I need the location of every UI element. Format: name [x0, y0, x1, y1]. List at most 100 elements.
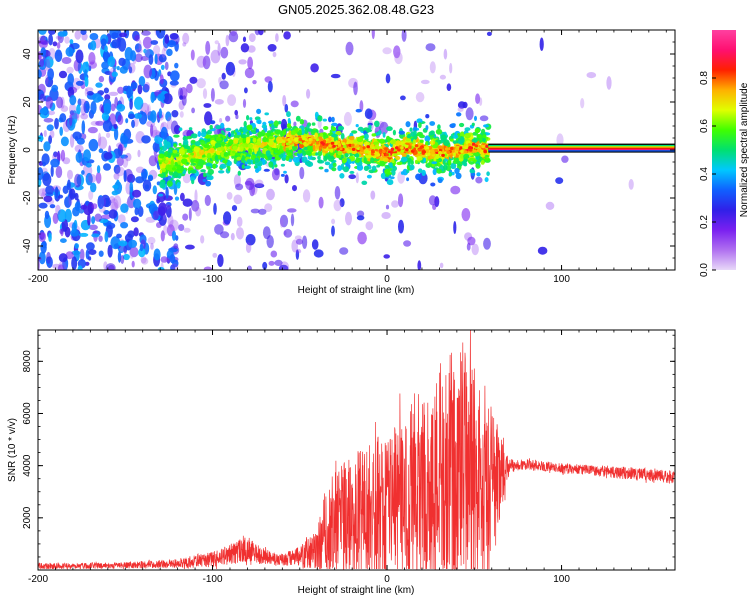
spectrogram-noise-blob — [134, 207, 139, 216]
spectrogram-noise-blob — [153, 210, 159, 220]
spectrogram-signal-blob — [473, 151, 480, 157]
spectrogram-noise-blob — [228, 31, 239, 43]
spectrogram-noise-blob — [56, 42, 61, 49]
spectrogram-noise-blob — [85, 87, 94, 92]
spectrogram-noise-blob — [97, 196, 107, 208]
spectrogram-noise-blob — [331, 218, 336, 225]
spectrogram-signal-blob — [482, 134, 487, 139]
spectrogram-noise-blob — [275, 33, 279, 43]
spectrogram-signal-blob — [246, 159, 252, 163]
spectrogram-noise-blob — [116, 66, 120, 71]
spectrogram-noise-blob — [118, 57, 126, 67]
spectrogram-xlabel: Height of straight line (km) — [298, 285, 415, 296]
spectrogram-noise-blob — [173, 124, 181, 135]
spectrogram-noise-blob — [81, 120, 86, 135]
spectrogram-signal-blob — [279, 145, 283, 152]
spectrogram-noise-blob — [359, 100, 364, 112]
spectrogram-noise-blob — [381, 212, 391, 219]
spectrogram-signal-blob — [418, 122, 422, 129]
spectrogram-signal-blob — [315, 152, 319, 156]
spectrogram-signal-blob — [311, 122, 316, 126]
spectrogram-core-blob — [362, 146, 366, 150]
spectrogram-core-blob — [298, 137, 303, 142]
spectrogram-noise-blob — [173, 243, 179, 250]
spectrogram-noise-blob — [54, 117, 59, 130]
spectrogram-noise-blob — [142, 179, 152, 192]
spectrogram-signal-blob — [172, 171, 179, 178]
spectrogram-signal-blob — [317, 115, 323, 122]
spectrogram-signal-blob — [239, 146, 244, 152]
spectrogram-signal-blob — [223, 138, 227, 143]
spectrogram-noise-blob — [147, 236, 156, 245]
spectrogram-noise-blob — [169, 219, 179, 232]
spectrogram-signal-blob — [218, 170, 225, 174]
spectrogram-noise-blob — [116, 103, 126, 112]
spectrogram-signal-blob — [348, 136, 355, 141]
spectrogram-signal-blob — [389, 176, 395, 180]
spectrogram-core-blob — [469, 148, 473, 152]
spectrogram-signal-blob — [252, 137, 257, 143]
spectrogram-noise-blob — [118, 38, 127, 52]
spectrogram-signal-blob — [243, 120, 247, 128]
spectrogram-core-blob — [368, 147, 372, 151]
spectrogram-signal-blob — [419, 139, 424, 143]
spectrogram-noise-blob — [62, 185, 69, 194]
spectrogram-signal-blob — [282, 129, 287, 136]
spectrogram-noise-blob — [165, 186, 169, 199]
spectrogram-signal-blob — [235, 128, 239, 133]
spectrogram-signal-blob — [380, 172, 387, 179]
spectrogram-signal-blob — [322, 118, 327, 122]
spectrogram-noise-blob — [125, 118, 129, 124]
spectrogram-signal-blob — [297, 149, 303, 154]
spectrogram-signal-blob — [317, 136, 323, 143]
spectrogram-noise-blob — [292, 185, 297, 192]
spectrogram-noise-blob — [107, 244, 113, 258]
spectrogram-signal-blob — [452, 140, 458, 145]
spectrogram-signal-blob — [456, 112, 462, 117]
spectrogram-signal-blob — [372, 141, 379, 146]
spectrogram-noise-blob — [79, 208, 84, 214]
spectrogram-noise-blob — [457, 107, 464, 112]
spectrogram-noise-blob — [117, 251, 122, 263]
spectrogram-signal-blob — [246, 136, 251, 144]
spectrogram-signal-blob — [171, 167, 176, 171]
spectrogram-signal-blob — [453, 134, 459, 139]
spectrogram-signal-blob — [257, 163, 263, 167]
spectrogram-noise-blob — [74, 201, 81, 212]
spectrogram-core-blob — [464, 146, 469, 150]
spectrogram-signal-blob — [248, 147, 252, 155]
spectrogram-signal-blob — [211, 134, 219, 138]
spectrogram-noise-blob — [186, 83, 193, 94]
spectrogram-noise-blob — [96, 165, 101, 174]
spectrogram-signal-blob — [170, 159, 175, 167]
spectrogram-noise-blob — [48, 48, 56, 60]
spectrogram-noise-blob — [299, 166, 305, 180]
spectrogram-signal-blob — [391, 159, 395, 163]
spectrogram-noise-blob — [586, 72, 597, 79]
spectrogram-noise-blob — [79, 232, 89, 237]
spectrogram-noise-blob — [87, 126, 98, 134]
spectrogram-signal-blob — [219, 163, 227, 169]
spectrogram-noise-blob — [245, 242, 252, 254]
spectrogram-core-blob — [463, 150, 468, 154]
spectrogram-noise-blob — [45, 185, 55, 195]
spectrogram-noise-blob — [38, 251, 46, 265]
spectrogram-noise-blob — [180, 192, 185, 202]
spectrogram-noise-blob — [113, 172, 120, 180]
spectrogram-signal-blob — [407, 133, 411, 139]
spectrogram-noise-blob — [205, 40, 211, 55]
spectrogram-signal-blob — [306, 134, 310, 138]
spectrogram-signal-blob — [363, 141, 370, 146]
spectrogram-noise-blob — [235, 183, 244, 191]
spectrogram-noise-blob — [57, 31, 68, 37]
spectrogram-noise-blob — [46, 251, 51, 264]
spectrogram-signal-blob — [364, 133, 369, 140]
spectrogram-noise-blob — [134, 34, 140, 42]
spectrogram-noise-blob — [48, 30, 56, 35]
y-tick-label: -20 — [22, 190, 33, 205]
spectrogram-noise-blob — [101, 61, 109, 70]
spectrogram-noise-blob — [154, 53, 158, 65]
spectrogram-noise-blob — [52, 263, 61, 269]
spectrogram-signal-blob — [429, 121, 436, 126]
spectrogram-signal-blob — [173, 134, 180, 138]
